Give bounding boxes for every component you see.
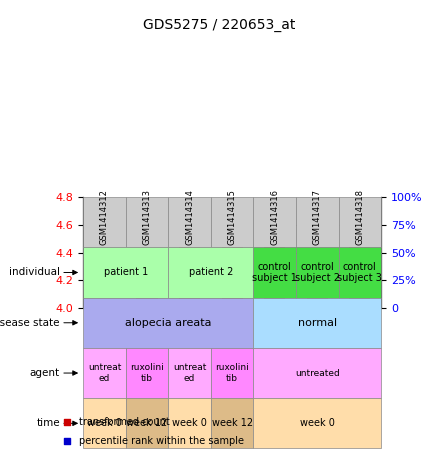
Point xyxy=(229,275,236,282)
Bar xyxy=(339,197,381,247)
Bar xyxy=(222,222,243,308)
Point xyxy=(356,275,363,282)
Text: disease state: disease state xyxy=(0,318,60,328)
Text: week 0: week 0 xyxy=(172,418,207,429)
Text: patient 1: patient 1 xyxy=(104,267,148,278)
Text: GSM1414312: GSM1414312 xyxy=(100,189,109,245)
Bar xyxy=(83,298,254,348)
Bar xyxy=(254,298,381,348)
Bar xyxy=(254,398,381,448)
Text: patient 2: patient 2 xyxy=(189,267,233,278)
Bar xyxy=(296,247,339,298)
Text: GSM1414316: GSM1414316 xyxy=(270,189,279,245)
Bar xyxy=(136,270,158,308)
Bar xyxy=(349,244,371,308)
Text: agent: agent xyxy=(30,368,60,378)
Bar xyxy=(296,197,339,247)
Text: GSM1414315: GSM1414315 xyxy=(228,189,237,245)
Bar xyxy=(168,348,211,398)
Text: ruxolini
tib: ruxolini tib xyxy=(215,363,249,383)
Bar xyxy=(126,398,168,448)
Text: GSM1414318: GSM1414318 xyxy=(355,189,364,245)
Text: time: time xyxy=(36,418,60,429)
Bar xyxy=(254,348,381,398)
Bar xyxy=(339,247,381,298)
Point xyxy=(64,419,71,426)
Point xyxy=(144,277,151,284)
Text: untreated: untreated xyxy=(295,369,339,377)
Text: week 12: week 12 xyxy=(127,418,168,429)
Point xyxy=(314,280,321,287)
Bar xyxy=(83,348,126,398)
Text: control
subject 2: control subject 2 xyxy=(295,262,340,283)
Bar xyxy=(254,247,296,298)
Text: week 0: week 0 xyxy=(300,418,335,429)
Bar xyxy=(211,398,254,448)
Text: control
subject 3: control subject 3 xyxy=(337,262,382,283)
Text: GSM1414313: GSM1414313 xyxy=(142,189,152,245)
Bar xyxy=(264,214,285,308)
Bar xyxy=(179,243,200,308)
Point xyxy=(64,437,71,444)
Bar xyxy=(168,197,211,247)
Text: week 0: week 0 xyxy=(87,418,122,429)
Text: percentile rank within the sample: percentile rank within the sample xyxy=(78,436,244,446)
Text: individual: individual xyxy=(9,267,60,278)
Point xyxy=(101,282,108,289)
Bar xyxy=(254,197,296,247)
Bar xyxy=(83,197,126,247)
Text: untreat
ed: untreat ed xyxy=(88,363,121,383)
Bar xyxy=(83,247,168,298)
Text: GSM1414317: GSM1414317 xyxy=(313,189,322,245)
Text: transformed count: transformed count xyxy=(78,417,170,428)
Point xyxy=(271,275,278,282)
Bar xyxy=(126,197,168,247)
Bar xyxy=(168,398,211,448)
Bar xyxy=(126,348,168,398)
Text: ruxolini
tib: ruxolini tib xyxy=(130,363,164,383)
Bar xyxy=(94,305,115,308)
Text: week 12: week 12 xyxy=(212,418,253,429)
Bar xyxy=(168,247,254,298)
Bar xyxy=(211,197,254,247)
Text: alopecia areata: alopecia areata xyxy=(125,318,212,328)
Text: normal: normal xyxy=(298,318,337,328)
Bar xyxy=(83,398,126,448)
Point xyxy=(186,275,193,282)
Text: untreat
ed: untreat ed xyxy=(173,363,206,383)
Bar xyxy=(307,270,328,308)
Bar xyxy=(211,348,254,398)
Text: control
subject 1: control subject 1 xyxy=(252,262,297,283)
Text: GSM1414314: GSM1414314 xyxy=(185,189,194,245)
Text: GDS5275 / 220653_at: GDS5275 / 220653_at xyxy=(143,18,295,32)
